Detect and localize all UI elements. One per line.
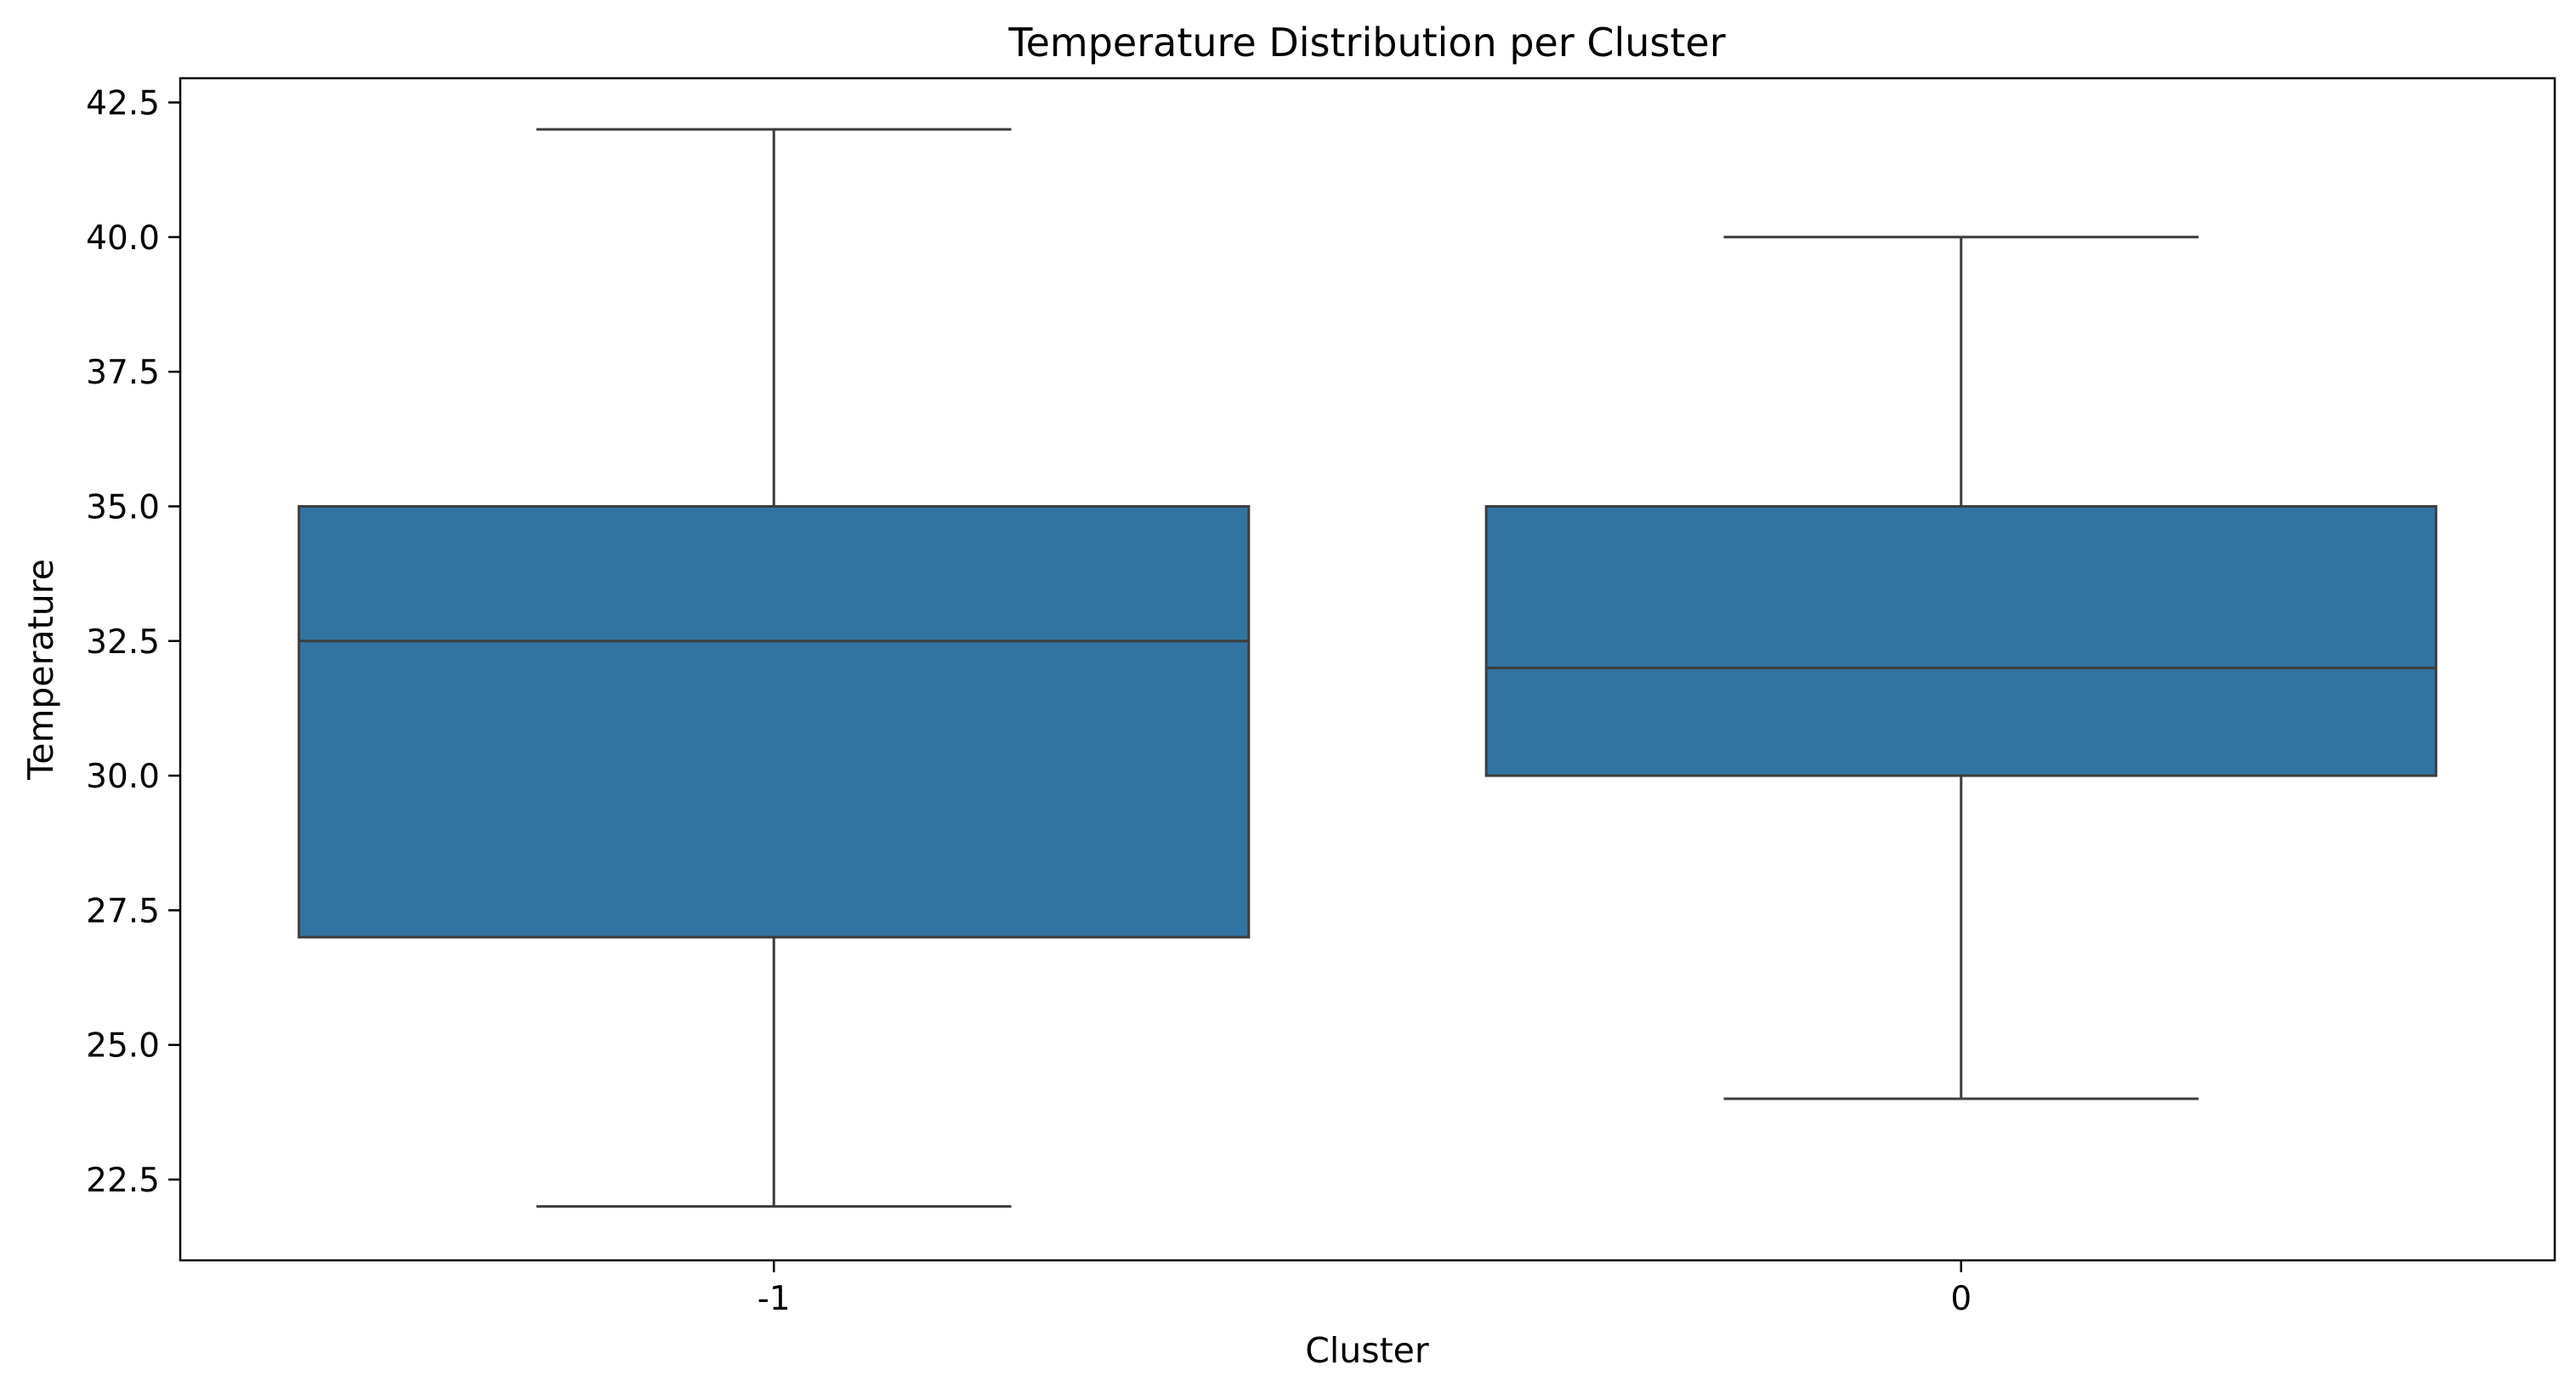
y-tick-label: 32.5 bbox=[86, 623, 160, 662]
y-tick-label: 37.5 bbox=[86, 354, 160, 392]
y-tick-label: 25.0 bbox=[86, 1027, 160, 1066]
plot-area-frame bbox=[179, 77, 2556, 1262]
x-tick-label: -1 bbox=[757, 1280, 791, 1318]
x-tick-label: 0 bbox=[1950, 1280, 1972, 1318]
x-axis-label: Cluster bbox=[1305, 1330, 1429, 1371]
y-tick-label: 22.5 bbox=[86, 1162, 160, 1200]
box-series bbox=[298, 128, 2437, 1208]
y-axis-label: Temperature bbox=[20, 559, 61, 781]
y-tick-label: 40.0 bbox=[86, 219, 160, 258]
chart-title: Temperature Distribution per Cluster bbox=[1007, 20, 1725, 65]
y-tick-label: 42.5 bbox=[86, 84, 160, 122]
y-axis-ticks: 22.5 25.0 27.5 30.0 32.5 35.0 37.5 40.0 42.5 bbox=[86, 84, 180, 1200]
y-tick-label: 35.0 bbox=[86, 488, 160, 526]
y-tick-label: 27.5 bbox=[86, 892, 160, 930]
iqr-box bbox=[298, 504, 1251, 939]
x-axis-ticks: -1 0 bbox=[757, 1260, 1972, 1318]
iqr-box bbox=[1484, 504, 2437, 777]
box-group bbox=[1484, 236, 2437, 1100]
y-tick-label: 30.0 bbox=[86, 758, 160, 796]
box-group bbox=[298, 128, 1251, 1208]
